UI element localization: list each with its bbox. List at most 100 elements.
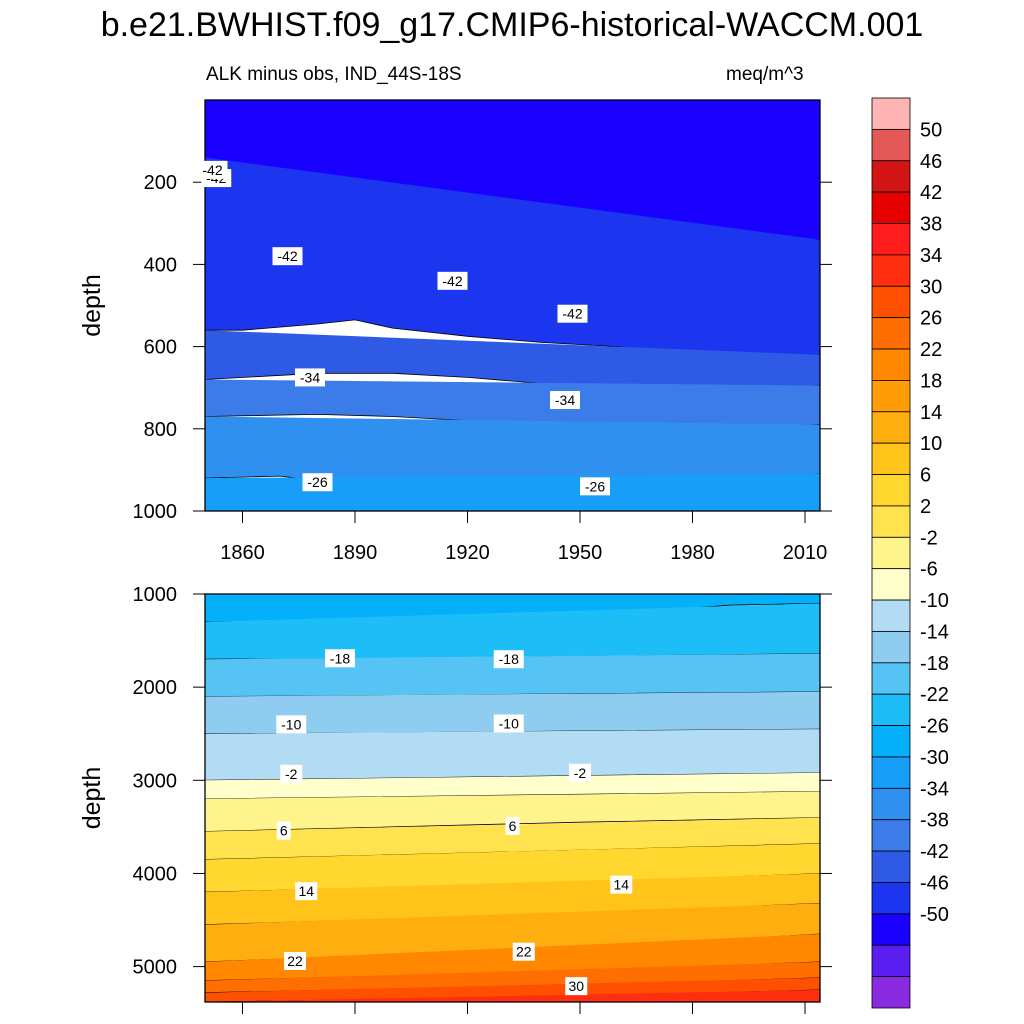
chart-subtitle-variable: ALK minus obs, IND_44S-18S bbox=[206, 64, 462, 85]
y-tick-label-upper-4: 1000 bbox=[133, 501, 178, 523]
colorbar-label-14: -6 bbox=[920, 559, 938, 581]
colorbar-label-1: 46 bbox=[920, 151, 942, 173]
svg-text:22: 22 bbox=[516, 944, 532, 960]
colorbar-label-23: -42 bbox=[920, 841, 949, 863]
contour-label-lower-12: 30 bbox=[565, 977, 588, 996]
upper-panel: 200 400 600 800 1000 1860 1890 1920 1950 1980 2010… bbox=[78, 99, 832, 564]
contour-band-lower-8 bbox=[205, 843, 820, 893]
colorbar-box-6 bbox=[871, 285, 911, 319]
contour-band-lower-3 bbox=[205, 691, 820, 734]
x-tick-label-3: 1950 bbox=[558, 542, 603, 564]
y-tick-label-upper-3: 800 bbox=[144, 419, 177, 441]
colorbar-box-13 bbox=[871, 505, 911, 538]
colorbar-box-23 bbox=[871, 819, 911, 852]
colorbar-label-17: -18 bbox=[920, 653, 949, 675]
contour-band-lower-11 bbox=[205, 934, 820, 981]
colorbar-box-9 bbox=[871, 380, 911, 413]
colorbar-label-9: 14 bbox=[920, 402, 942, 424]
colorbar-label-20: -30 bbox=[920, 747, 949, 769]
x-tick-label-0: 1860 bbox=[220, 542, 265, 564]
colorbar-box-1 bbox=[871, 128, 911, 162]
svg-text:-42: -42 bbox=[562, 306, 582, 322]
colorbar-label-19: -26 bbox=[920, 716, 949, 738]
y-tick-label-upper-1: 400 bbox=[144, 254, 177, 276]
plot-frame-upper bbox=[204, 99, 821, 512]
contour-band-upper-1 bbox=[205, 100, 820, 240]
colorbar-label-22: -38 bbox=[920, 810, 949, 832]
svg-text:6: 6 bbox=[280, 823, 288, 839]
contour-band-lower-10 bbox=[205, 903, 820, 962]
svg-text:-34: -34 bbox=[555, 392, 575, 408]
colorbar-box-4 bbox=[871, 223, 911, 256]
x-tick-label-4: 1980 bbox=[670, 542, 715, 564]
contour-label-upper-5: -34 bbox=[295, 368, 325, 387]
colorbar-label-11: 6 bbox=[920, 465, 931, 487]
colorbar-box-2 bbox=[871, 160, 911, 193]
contour-band-lower-9 bbox=[205, 873, 820, 925]
colorbar-box-3 bbox=[871, 191, 911, 224]
colorbar-label-8: 18 bbox=[920, 370, 942, 392]
contour-label-lower-10: 22 bbox=[284, 952, 306, 971]
contour-label-lower-0: -18 bbox=[325, 649, 355, 668]
contour-line-lower-6 bbox=[205, 817, 820, 832]
colorbar-label-7: 22 bbox=[920, 339, 942, 361]
svg-text:-10: -10 bbox=[499, 715, 519, 731]
colorbar-box-27 bbox=[871, 944, 911, 978]
contour-band-lower-12 bbox=[205, 961, 820, 993]
contour-band-upper-2 bbox=[205, 157, 820, 359]
y-tick-label-lower-0: 1000 bbox=[133, 584, 178, 606]
contour-label-upper-3: -42 bbox=[437, 271, 468, 290]
colorbar-box-26 bbox=[871, 913, 911, 946]
contour-line-lower-5 bbox=[205, 791, 820, 800]
colorbar-box-14 bbox=[871, 536, 911, 570]
contour-label-lower-2: -10 bbox=[276, 715, 307, 734]
colorbar-label-2: 42 bbox=[920, 182, 942, 204]
svg-text:-18: -18 bbox=[330, 650, 350, 666]
colorbar-label-10: 10 bbox=[920, 433, 942, 455]
colorbar-box-15 bbox=[871, 568, 911, 601]
colorbar-label-18: -22 bbox=[920, 684, 949, 706]
colorbar-label-4: 34 bbox=[920, 245, 942, 267]
y-tick-label-lower-1: 2000 bbox=[133, 677, 178, 699]
contour-label-lower-6: 6 bbox=[276, 821, 291, 840]
colorbar-box-8 bbox=[871, 348, 911, 381]
colorbar-box-20 bbox=[871, 725, 911, 758]
colorbar-label-3: 38 bbox=[920, 214, 942, 236]
svg-text:-26: -26 bbox=[585, 478, 605, 494]
svg-text:-2: -2 bbox=[285, 766, 298, 782]
colorbar-label-25: -50 bbox=[920, 904, 949, 926]
svg-text:-42: -42 bbox=[202, 162, 222, 178]
svg-text:-34: -34 bbox=[300, 369, 320, 385]
contour-band-upper-3 bbox=[205, 330, 820, 390]
svg-text:-42: -42 bbox=[442, 273, 462, 289]
svg-text:14: 14 bbox=[298, 883, 314, 899]
chart-title: b.e21.BWHIST.f09_g17.CMIP6-historical-WA… bbox=[100, 6, 924, 44]
y-axis-title-upper: depth bbox=[78, 274, 106, 337]
y-tick-label-upper-2: 600 bbox=[144, 337, 177, 359]
svg-text:-26: -26 bbox=[307, 474, 327, 490]
svg-text:-2: -2 bbox=[574, 765, 587, 781]
colorbar-box-17 bbox=[871, 631, 911, 664]
y-tick-label-lower-2: 3000 bbox=[133, 770, 178, 792]
contour-band-lower-1 bbox=[205, 603, 820, 660]
contour-label-upper-2: -42 bbox=[272, 247, 303, 266]
plot-frame-lower bbox=[204, 593, 821, 1003]
colorbar: 50 46 42 38 34 30 26 22 18 14 10 6 2 -2 -6 -10 -14 -18 -22… bbox=[871, 97, 949, 1009]
svg-text:22: 22 bbox=[287, 953, 303, 969]
contour-label-upper-4: -42 bbox=[557, 304, 588, 323]
contour-band-lower-6 bbox=[205, 791, 820, 832]
contour-band-lower-7 bbox=[205, 817, 820, 860]
contour-band-lower-2 bbox=[205, 653, 820, 697]
colorbar-box-11 bbox=[871, 442, 911, 475]
x-tick-label-5: 2010 bbox=[783, 542, 828, 564]
colorbar-label-0: 50 bbox=[920, 119, 942, 141]
contour-band-upper-5 bbox=[205, 416, 820, 485]
y-tick-label-upper-0: 200 bbox=[144, 172, 177, 194]
svg-text:-18: -18 bbox=[499, 651, 519, 667]
colorbar-box-10 bbox=[871, 411, 911, 444]
colorbar-box-28 bbox=[871, 976, 911, 1009]
y-tick-label-lower-3: 4000 bbox=[133, 863, 178, 885]
contour-label-lower-8: 14 bbox=[295, 882, 318, 901]
colorbar-label-16: -14 bbox=[920, 621, 949, 643]
